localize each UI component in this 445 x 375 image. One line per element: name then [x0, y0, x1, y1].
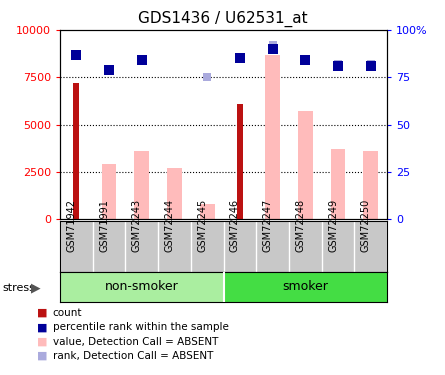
Point — [302, 57, 309, 63]
Point — [73, 52, 80, 58]
Text: GSM72247: GSM72247 — [263, 199, 273, 252]
Point — [302, 57, 309, 63]
Text: GSM72246: GSM72246 — [230, 199, 240, 252]
Bar — [102, 165, 117, 219]
Text: value, Detection Call = ABSENT: value, Detection Call = ABSENT — [53, 337, 218, 346]
Text: GSM72244: GSM72244 — [165, 199, 174, 252]
Text: ▶: ▶ — [31, 282, 40, 294]
Text: GSM71991: GSM71991 — [99, 199, 109, 252]
Point — [138, 57, 146, 63]
Text: GSM72250: GSM72250 — [361, 199, 371, 252]
Point — [105, 67, 113, 73]
Bar — [298, 111, 313, 219]
Point — [105, 67, 113, 73]
Text: GDS1436 / U62531_at: GDS1436 / U62531_at — [138, 10, 307, 27]
Text: percentile rank within the sample: percentile rank within the sample — [53, 322, 228, 332]
Bar — [167, 168, 182, 219]
Bar — [73, 83, 79, 219]
Bar — [200, 204, 214, 219]
Text: count: count — [53, 308, 82, 318]
Text: GSM71942: GSM71942 — [66, 199, 77, 252]
Text: non-smoker: non-smoker — [105, 280, 179, 293]
Text: GSM72245: GSM72245 — [197, 199, 207, 252]
Point — [269, 42, 276, 48]
Bar — [364, 151, 378, 219]
Text: ■: ■ — [37, 308, 48, 318]
Bar — [265, 55, 280, 219]
Point — [138, 57, 146, 63]
Text: stress: stress — [2, 283, 35, 293]
Bar — [224, 272, 387, 302]
Text: ■: ■ — [37, 337, 48, 346]
Point — [204, 74, 211, 80]
Text: GSM72249: GSM72249 — [328, 199, 338, 252]
Point — [335, 61, 342, 67]
Bar — [134, 151, 149, 219]
Bar — [60, 272, 224, 302]
Text: ■: ■ — [37, 322, 48, 332]
Text: rank, Detection Call = ABSENT: rank, Detection Call = ABSENT — [53, 351, 213, 361]
Bar — [237, 104, 243, 219]
Point — [236, 56, 243, 62]
Point — [367, 61, 374, 67]
Point — [335, 63, 342, 69]
Text: GSM72248: GSM72248 — [295, 199, 305, 252]
Point — [269, 46, 276, 52]
Text: smoker: smoker — [283, 280, 328, 293]
Text: GSM72243: GSM72243 — [132, 199, 142, 252]
Text: ■: ■ — [37, 351, 48, 361]
Bar — [331, 149, 345, 219]
Point — [367, 63, 374, 69]
